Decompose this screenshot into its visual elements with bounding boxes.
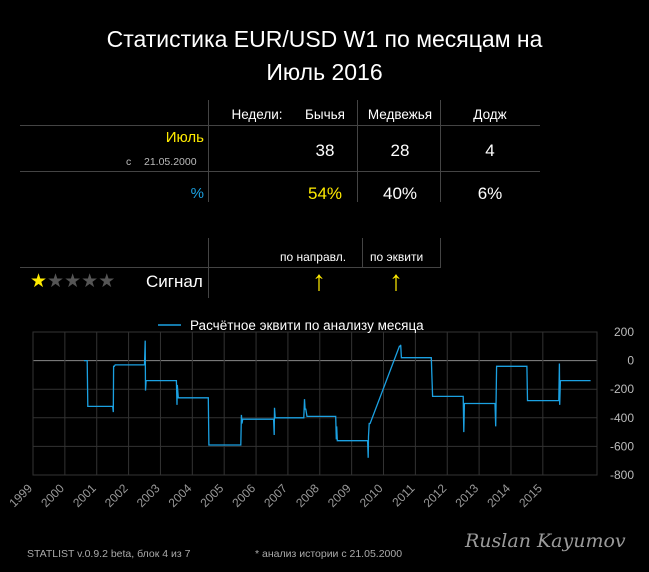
rating-stars: ★★★★★ xyxy=(30,272,115,292)
count-bear: 28 xyxy=(390,141,410,160)
signature: Ruslan Kayumov xyxy=(465,530,626,552)
x-tick-label: 2010 xyxy=(357,481,386,510)
percent-label: % xyxy=(190,185,204,202)
equity-series-line xyxy=(84,340,591,458)
month-label: Июль xyxy=(165,129,204,146)
x-tick-label: 2003 xyxy=(134,481,163,510)
percent-doji: 6% xyxy=(477,184,503,203)
x-tick-label: 2012 xyxy=(421,481,450,510)
y-tick-label: -400 xyxy=(610,411,634,425)
x-tick-label: 2001 xyxy=(70,481,99,510)
legend-label: Расчётное эквити по анализу месяца xyxy=(190,318,424,333)
header-bear: Медвежья xyxy=(367,107,433,122)
count-doji: 4 xyxy=(485,141,495,160)
star-empty-icon: ★ xyxy=(81,271,99,292)
header-doji: Додж xyxy=(473,107,507,122)
y-tick-label: 200 xyxy=(614,325,634,339)
signal-divider-v xyxy=(208,238,209,298)
footer-note: * анализ истории с 21.05.2000 xyxy=(255,548,403,560)
since-date: 21.05.2000 xyxy=(144,156,197,168)
x-tick-label: 2002 xyxy=(102,481,131,510)
title-line-1: Статистика EUR/USD W1 по месяцам на xyxy=(106,26,543,52)
table-divider-h xyxy=(20,125,540,126)
title-line-2: Июль 2016 xyxy=(266,59,383,85)
equity-arrow-up-icon: ↑ xyxy=(389,265,403,296)
y-tick-label: -800 xyxy=(610,468,634,482)
y-tick-label: -200 xyxy=(610,382,634,396)
footer-version: STATLIST v.0.9.2 beta, блок 4 из 7 xyxy=(27,548,191,560)
x-tick-label: 2005 xyxy=(198,481,227,510)
star-filled-icon: ★ xyxy=(30,271,48,292)
table-divider-v xyxy=(440,100,441,202)
plot-border xyxy=(32,331,598,476)
header-weeks: Недели: xyxy=(231,107,283,122)
x-tick-label: 2014 xyxy=(484,481,513,510)
star-empty-icon: ★ xyxy=(47,271,65,292)
percent-bull: 54% xyxy=(307,184,343,203)
equity-chart: 2000-200-400-600-800 1999 2000 2001 2002 200… xyxy=(6,318,634,510)
y-tick-label: 0 xyxy=(627,354,634,368)
x-tick-label: 2006 xyxy=(229,481,258,510)
x-tick-label: 2004 xyxy=(166,481,195,510)
signal-divider-v xyxy=(362,238,363,268)
y-tick-label: -600 xyxy=(610,439,634,453)
header-bull: Бычья xyxy=(305,107,345,122)
x-tick-label: 2015 xyxy=(516,481,545,510)
star-empty-icon: ★ xyxy=(98,271,116,292)
table-divider-h xyxy=(20,171,540,172)
x-tick-label: 2013 xyxy=(452,481,481,510)
x-tick-label: 1999 xyxy=(6,481,35,510)
table-divider-v xyxy=(357,100,358,202)
signal-divider-v xyxy=(440,238,441,268)
signal-divider-h xyxy=(20,267,440,268)
signal-label: Сигнал xyxy=(146,272,203,291)
table-divider-v xyxy=(208,100,209,202)
dir-header: по направл. xyxy=(280,250,347,264)
x-tick-label: 2009 xyxy=(325,481,354,510)
star-empty-icon: ★ xyxy=(64,271,82,292)
equity-header: по эквити xyxy=(370,250,424,264)
dir-arrow-up-icon: ↑ xyxy=(312,265,326,296)
x-tick-label: 2011 xyxy=(389,481,417,509)
count-bull: 38 xyxy=(315,141,335,160)
x-tick-label: 2008 xyxy=(293,481,322,510)
x-tick-label: 2007 xyxy=(261,481,290,510)
x-tick-label: 2000 xyxy=(38,481,67,510)
percent-bear: 40% xyxy=(382,184,418,203)
since-prefix: с xyxy=(126,156,132,168)
